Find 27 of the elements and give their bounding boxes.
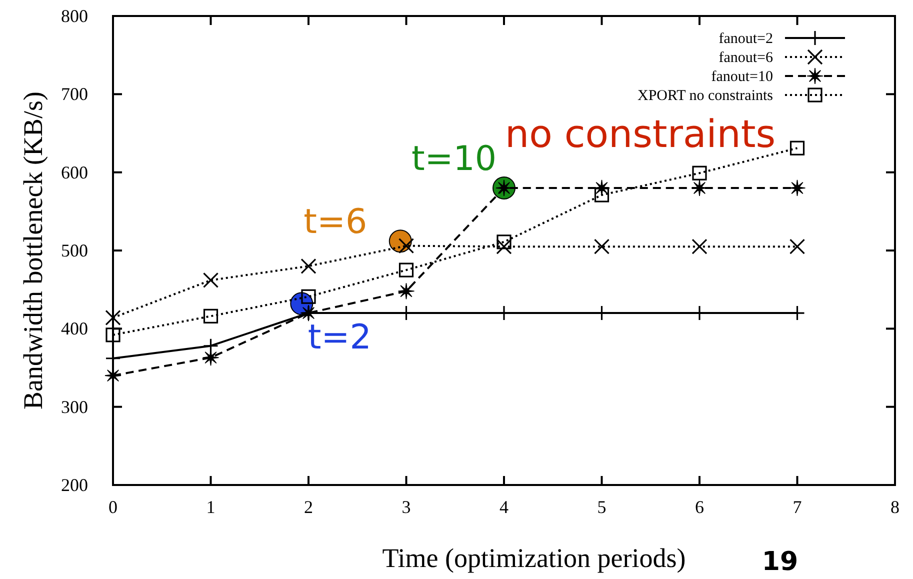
x-tick-label: 0 (108, 497, 118, 517)
y-axis-title: Bandwidth bottleneck (KB/s) (18, 92, 48, 410)
text: 19 (762, 547, 798, 577)
x-tick-label: 3 (402, 497, 411, 517)
annotation: t=6 (304, 202, 368, 242)
y-tick-label: 500 (61, 240, 88, 260)
x-axis-title: Time (optimization periods) (382, 543, 686, 573)
annotation: no constraints (505, 112, 776, 156)
annotation: t=2 (308, 318, 372, 358)
y-tick-label: 600 (61, 162, 88, 182)
x-tick-label: 7 (792, 497, 802, 517)
x-tick-label: 8 (890, 497, 900, 517)
x-tick-label: 2 (304, 497, 313, 517)
y-tick-label: 800 (61, 6, 88, 26)
annotation: t=10 (411, 138, 497, 179)
y-tick-label: 400 (61, 318, 88, 339)
y-tick-label: 200 (61, 475, 88, 495)
legend-label: XPORT no constraints (638, 88, 774, 104)
x-tick-label: 1 (206, 497, 216, 517)
y-tick-label: 300 (61, 396, 88, 417)
legend-label: fanout=6 (718, 50, 774, 66)
legend-label: fanout=2 (718, 31, 773, 47)
x-tick-label: 5 (597, 497, 606, 517)
x-tick-label: 4 (500, 497, 508, 517)
x-tick-label: 6 (695, 497, 704, 517)
y-tick-label: 700 (61, 84, 88, 104)
legend-label: fanout=10 (711, 69, 773, 85)
